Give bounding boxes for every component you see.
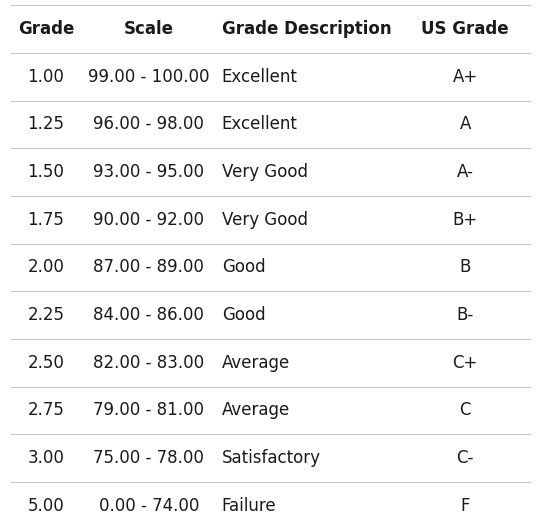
- Text: 93.00 - 95.00: 93.00 - 95.00: [93, 163, 204, 181]
- Text: Scale: Scale: [124, 20, 174, 38]
- Text: 1.75: 1.75: [28, 211, 64, 229]
- Text: Average: Average: [222, 354, 290, 372]
- Text: 2.75: 2.75: [28, 402, 64, 419]
- Text: Excellent: Excellent: [222, 115, 298, 133]
- Text: B: B: [459, 258, 471, 277]
- Text: 1.00: 1.00: [28, 68, 64, 86]
- Text: 96.00 - 98.00: 96.00 - 98.00: [94, 115, 204, 133]
- Text: Grade: Grade: [18, 20, 74, 38]
- Text: Grade Description: Grade Description: [222, 20, 392, 38]
- Text: 82.00 - 83.00: 82.00 - 83.00: [93, 354, 204, 372]
- Text: 0.00 - 74.00: 0.00 - 74.00: [98, 497, 199, 515]
- Text: C: C: [459, 402, 471, 419]
- Text: B-: B-: [457, 306, 474, 324]
- Text: 1.25: 1.25: [28, 115, 64, 133]
- Text: 90.00 - 92.00: 90.00 - 92.00: [93, 211, 204, 229]
- Text: 2.50: 2.50: [28, 354, 64, 372]
- Text: 2.25: 2.25: [28, 306, 64, 324]
- Text: Average: Average: [222, 402, 290, 419]
- Text: Excellent: Excellent: [222, 68, 298, 86]
- Text: 87.00 - 89.00: 87.00 - 89.00: [94, 258, 204, 277]
- Text: 3.00: 3.00: [28, 449, 64, 467]
- Text: C-: C-: [457, 449, 474, 467]
- Text: A: A: [459, 115, 471, 133]
- Text: F: F: [460, 497, 470, 515]
- Text: US Grade: US Grade: [421, 20, 509, 38]
- Text: C+: C+: [453, 354, 478, 372]
- Text: 79.00 - 81.00: 79.00 - 81.00: [93, 402, 204, 419]
- Text: B+: B+: [453, 211, 478, 229]
- Text: 75.00 - 78.00: 75.00 - 78.00: [94, 449, 204, 467]
- Text: 84.00 - 86.00: 84.00 - 86.00: [94, 306, 204, 324]
- Text: A-: A-: [457, 163, 474, 181]
- Text: Good: Good: [222, 306, 266, 324]
- Text: 1.50: 1.50: [28, 163, 64, 181]
- Text: 5.00: 5.00: [28, 497, 64, 515]
- Text: Failure: Failure: [222, 497, 276, 515]
- Text: A+: A+: [453, 68, 478, 86]
- Text: 99.00 - 100.00: 99.00 - 100.00: [88, 68, 209, 86]
- Text: Very Good: Very Good: [222, 163, 308, 181]
- Text: 2.00: 2.00: [28, 258, 64, 277]
- Text: Very Good: Very Good: [222, 211, 308, 229]
- Text: Satisfactory: Satisfactory: [222, 449, 321, 467]
- Text: Good: Good: [222, 258, 266, 277]
